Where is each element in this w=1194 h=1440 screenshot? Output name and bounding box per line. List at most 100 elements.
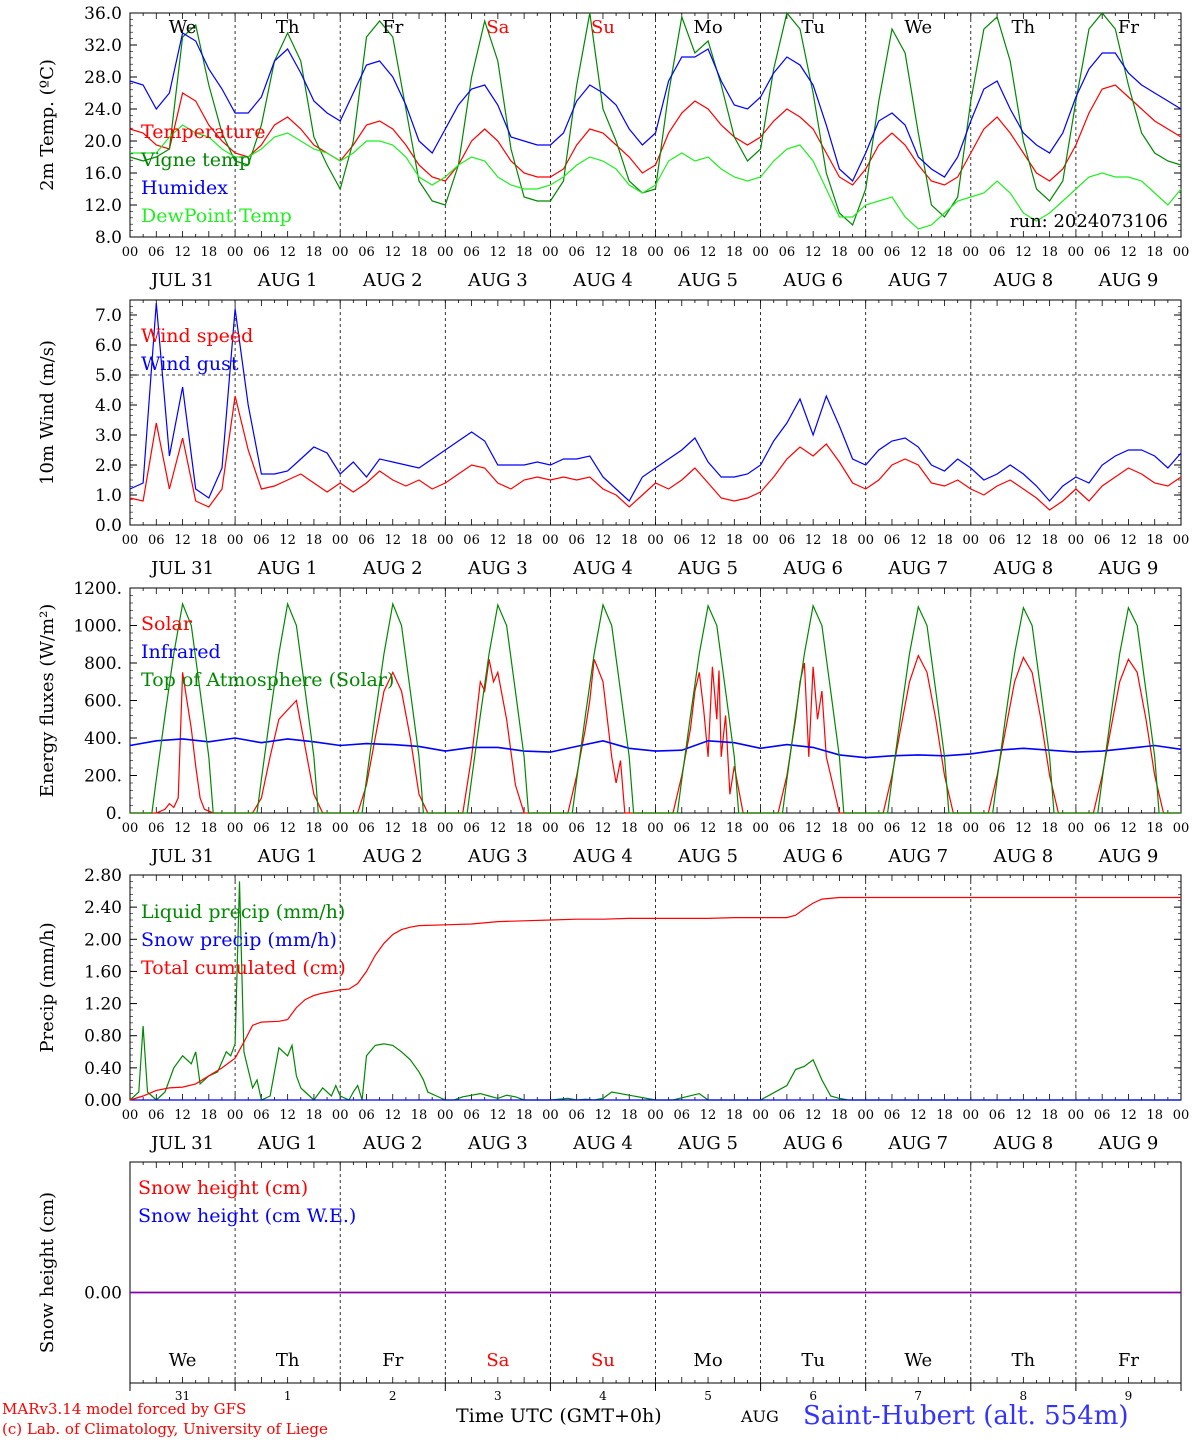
- day-label: AUG 4: [572, 270, 633, 291]
- y-tick-label: 1.60: [84, 962, 122, 982]
- y-tick-label: 8.0: [95, 228, 122, 248]
- day-number-label: 8: [1020, 1389, 1028, 1403]
- station-title: Saint-Hubert (alt. 554m): [803, 1401, 1129, 1431]
- y-axis-label: 10m Wind (m/s): [37, 340, 58, 485]
- weekday-label: We: [904, 1350, 932, 1371]
- hour-tick-label: 18: [936, 821, 953, 836]
- hour-tick-label: 12: [1120, 245, 1137, 260]
- hour-tick-label: 18: [1041, 1108, 1058, 1123]
- day-label: AUG 3: [467, 1133, 528, 1154]
- hour-tick-label: 00: [227, 533, 244, 548]
- hour-tick-label: 00: [542, 245, 559, 260]
- hour-tick-label: 18: [831, 245, 848, 260]
- hour-tick-label: 18: [1146, 1108, 1163, 1123]
- hour-tick-label: 06: [568, 245, 585, 260]
- y-tick-label: 2.80: [84, 866, 122, 886]
- y-tick-label: 0.00: [84, 1091, 122, 1111]
- weekday-label: Th: [1012, 1350, 1036, 1371]
- hour-tick-label: 12: [384, 821, 401, 836]
- hour-tick-label: 06: [253, 533, 270, 548]
- hour-tick-label: 12: [490, 245, 507, 260]
- hour-tick-label: 12: [910, 245, 927, 260]
- day-label: JUL 31: [149, 270, 214, 291]
- day-label: JUL 31: [149, 846, 214, 867]
- legend-entry: Temperature: [141, 121, 265, 143]
- day-label: AUG 7: [887, 846, 948, 867]
- hour-tick-label: 06: [463, 533, 480, 548]
- hour-tick-label: 18: [1146, 821, 1163, 836]
- hour-tick-label: 06: [253, 245, 270, 260]
- y-tick-label: 12.0: [84, 196, 122, 216]
- hour-tick-label: 00: [1068, 245, 1085, 260]
- hour-tick-label: 06: [568, 1108, 585, 1123]
- hour-tick-label: 18: [516, 821, 533, 836]
- y-tick-label: 800.: [84, 654, 122, 674]
- y-tick-label: 2.40: [84, 898, 122, 918]
- hour-tick-label: 00: [647, 533, 664, 548]
- day-label: AUG 3: [467, 846, 528, 867]
- hour-tick-label: 12: [595, 1108, 612, 1123]
- hour-tick-label: 06: [674, 533, 691, 548]
- hour-tick-label: 12: [384, 533, 401, 548]
- hour-tick-label: 00: [963, 1108, 980, 1123]
- hour-tick-label: 06: [779, 1108, 796, 1123]
- y-tick-label: 4.0: [95, 396, 122, 416]
- hour-tick-label: 12: [490, 821, 507, 836]
- hour-tick-label: 00: [332, 245, 349, 260]
- hour-tick-label: 06: [884, 245, 901, 260]
- model-credit: MARv3.14 model forced by GFS: [2, 1400, 247, 1418]
- hour-tick-label: 00: [122, 821, 139, 836]
- hour-tick-label: 12: [910, 1108, 927, 1123]
- day-label: AUG 8: [992, 270, 1053, 291]
- hour-tick-label: 06: [989, 821, 1006, 836]
- hour-tick-label: 00: [857, 245, 874, 260]
- hour-tick-label: 12: [910, 533, 927, 548]
- day-label: AUG 8: [992, 846, 1053, 867]
- y-tick-label: 0.40: [84, 1059, 122, 1079]
- day-number-label: 2: [389, 1389, 397, 1403]
- hour-tick-label: 18: [1146, 245, 1163, 260]
- hour-tick-label: 06: [358, 245, 375, 260]
- series-line-total-cumulated-cm-: [129, 896, 1181, 1101]
- day-label: AUG 1: [257, 1133, 318, 1154]
- hour-tick-label: 06: [148, 1108, 165, 1123]
- y-tick-label: 5.0: [95, 366, 122, 386]
- hour-tick-label: 12: [595, 245, 612, 260]
- hour-tick-label: 00: [542, 821, 559, 836]
- day-label: AUG 8: [992, 558, 1053, 579]
- hour-tick-label: 18: [831, 821, 848, 836]
- day-number-label: 1: [284, 1389, 292, 1403]
- series-line-humidex: [129, 32, 1182, 182]
- y-tick-label: 1200.: [73, 579, 122, 599]
- series-line-dewpoint-temp: [130, 124, 1182, 230]
- hour-tick-label: 06: [253, 821, 270, 836]
- y-tick-label: 36.0: [84, 4, 122, 24]
- hour-tick-label: 12: [174, 1108, 191, 1123]
- day-label: AUG 1: [257, 846, 318, 867]
- day-number-label: 6: [809, 1389, 817, 1403]
- y-tick-label: 32.0: [84, 36, 122, 56]
- hour-tick-label: 18: [1041, 821, 1058, 836]
- y-tick-label: 3.0: [95, 426, 122, 446]
- hour-tick-label: 06: [358, 821, 375, 836]
- hour-tick-label: 06: [1094, 821, 1111, 836]
- hour-tick-label: 06: [674, 821, 691, 836]
- hour-tick-label: 12: [805, 1108, 822, 1123]
- hour-tick-label: 06: [989, 245, 1006, 260]
- hour-tick-label: 00: [332, 1108, 349, 1123]
- hour-tick-label: 00: [857, 821, 874, 836]
- month-label: AUG: [741, 1407, 779, 1426]
- hour-tick-label: 00: [1173, 245, 1190, 260]
- y-axis-label: 2m Temp. (ºC): [37, 59, 58, 191]
- day-label: AUG 3: [467, 558, 528, 579]
- legend-entry: Wind speed: [141, 325, 253, 347]
- hour-tick-label: 12: [700, 1108, 717, 1123]
- y-axis-label: Precip (mm/h): [37, 922, 58, 1052]
- day-label: AUG 1: [257, 558, 318, 579]
- hour-tick-label: 00: [437, 245, 454, 260]
- hour-tick-label: 12: [279, 245, 296, 260]
- hour-tick-label: 00: [963, 245, 980, 260]
- hour-tick-label: 06: [884, 533, 901, 548]
- y-axis-label: Energy fluxes (W/m²): [37, 604, 58, 798]
- y-tick-label: 7.0: [95, 306, 122, 326]
